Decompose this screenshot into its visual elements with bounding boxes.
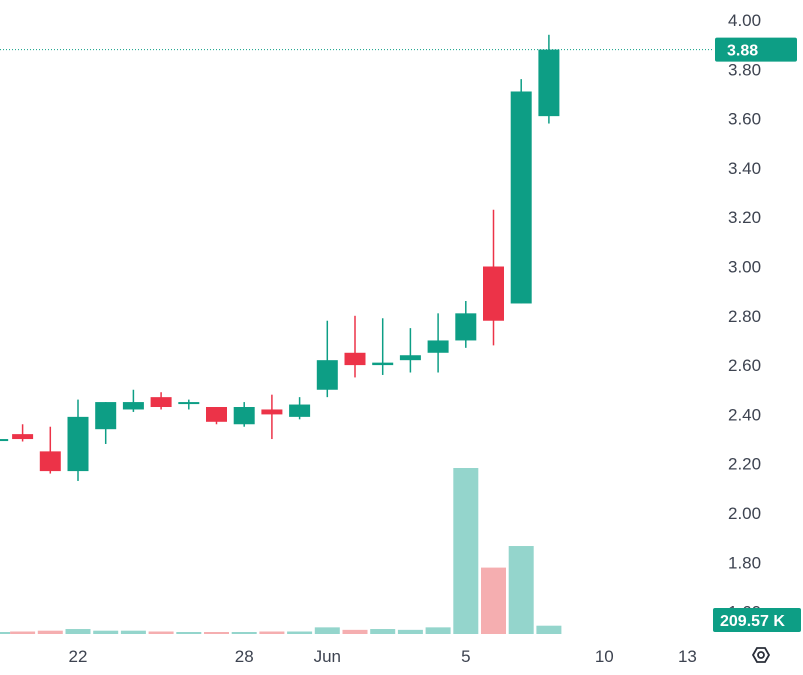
volume-bar [10,631,36,634]
time-tick-label: Jun [314,647,341,666]
candle-body [12,434,34,440]
price-tick-label: 3.60 [728,110,761,129]
candle-body [178,402,200,405]
candle-body [261,409,283,415]
volume-bar [204,632,229,634]
volume-bars [0,468,562,634]
price-tick-label: 4.00 [728,11,761,30]
candle-body [150,397,172,408]
candlesticks [0,34,560,481]
time-tick-label: 22 [69,647,88,666]
volume-bar [176,632,202,634]
time-tick-label: 28 [235,647,254,666]
volume-bar [0,632,11,634]
volume-bar [259,631,285,634]
volume-bar [370,629,396,634]
candle-body [455,313,477,341]
price-axis: 4.00 3.80 3.60 3.40 3.20 3.00 2.80 2.60 2.40 2.20… [728,11,761,622]
current-price-label: 3.88 [727,43,758,60]
volume-bar [37,630,63,634]
volume-bar [231,632,257,634]
volume-badge-bg [713,608,801,632]
candle-body [510,91,532,304]
volume-bar [287,631,313,634]
time-tick-label: 5 [461,647,470,666]
time-axis: 92228Jun510131824 [69,647,697,666]
candle-body [0,439,9,442]
settings-button[interactable] [751,647,771,663]
candle-body [427,340,449,353]
volume-bar [536,625,562,634]
candle-body [95,402,117,430]
candle-body [289,404,311,417]
candle-body [538,49,560,117]
candle-body [372,362,394,366]
candle-body [39,451,61,472]
volume-badge: 209.57 K [713,608,801,632]
price-tick-label: 3.00 [728,258,761,277]
current-price-badge: 3.88 [715,37,797,62]
price-tick-label: 2.40 [728,405,761,424]
candle-body [483,266,504,321]
volume-bar [93,630,119,634]
candle-body [344,352,366,366]
time-tick-label: 10 [595,647,614,666]
price-tick-label: 3.20 [728,208,761,227]
price-tick-label: 2.80 [728,307,761,326]
volume-bar [397,629,423,634]
volume-bar [453,468,479,634]
price-tick-label: 2.00 [728,504,761,523]
price-tick-label: 3.40 [728,159,761,178]
volume-bar [314,627,340,634]
price-tick-label: 2.60 [728,356,761,375]
volume-bar [65,629,91,634]
candle-body [399,355,421,361]
candle-body [316,360,338,390]
current-price-badge-bg [715,37,797,62]
volume-bar [148,631,174,634]
gear-center-icon [757,651,765,659]
volume-bar [481,567,506,634]
candle-body [122,402,144,410]
time-tick-label: 13 [678,647,697,666]
volume-bar [425,627,451,634]
hexagon-gear-icon [751,647,771,663]
volume-bar [508,546,534,634]
price-tick-label: 1.80 [728,553,761,572]
price-tick-label: 3.80 [728,60,761,79]
candle-body [67,416,89,472]
candle-body [233,407,255,425]
volume-value-label: 209.57 K [720,613,785,630]
volume-bar [342,629,368,634]
volume-bar [120,630,146,634]
candle-body [206,407,227,422]
price-tick-label: 2.20 [728,455,761,474]
